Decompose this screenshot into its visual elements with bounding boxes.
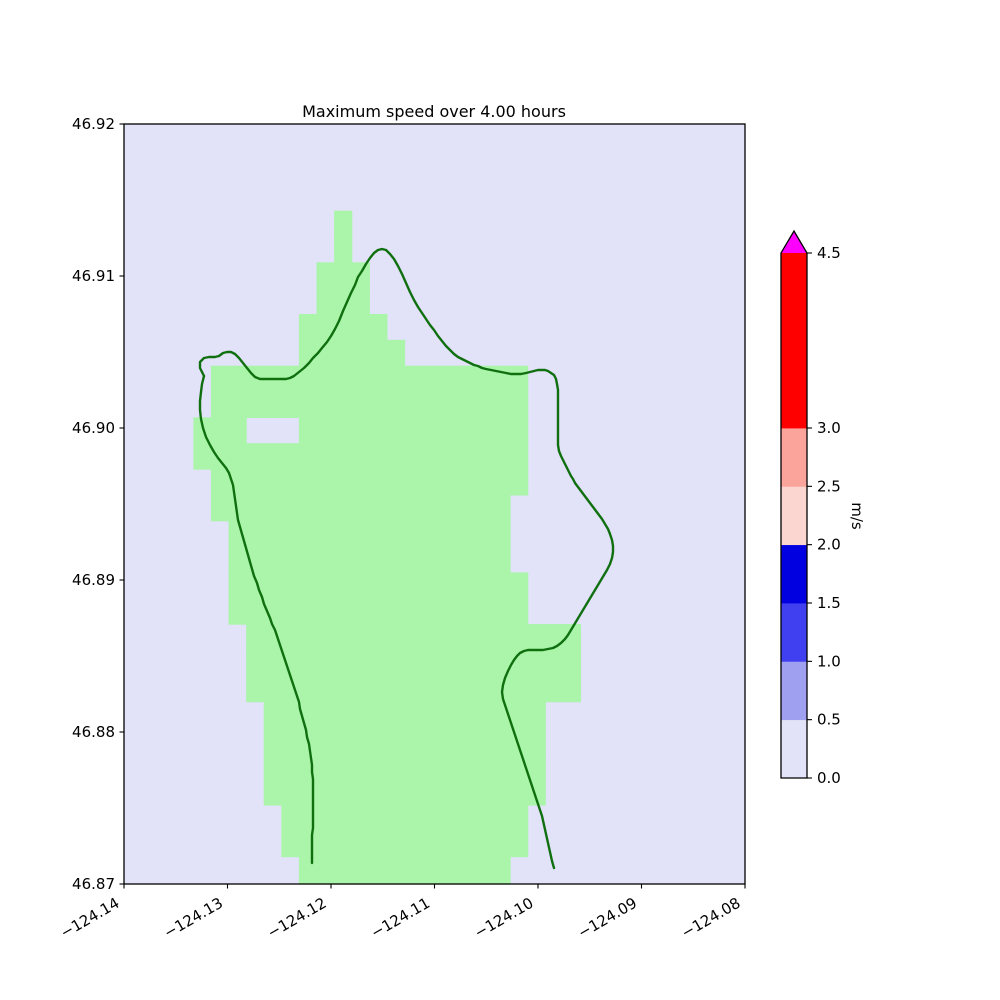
colorbar-tick-label: 0.0 <box>817 769 841 787</box>
colorbar-band <box>781 253 807 429</box>
x-tick-label: −124.12 <box>264 894 329 942</box>
raster-cell <box>246 649 582 703</box>
y-tick-label: 46.89 <box>72 571 115 589</box>
colorbar-outline <box>780 229 808 779</box>
raster-cell <box>210 469 529 496</box>
y-tick-label: 46.87 <box>72 875 115 893</box>
raster-cell <box>298 314 388 341</box>
x-tick-label: −124.11 <box>368 894 433 942</box>
raster-cell <box>210 494 511 522</box>
colorbar-unit-label: m/s <box>848 502 866 530</box>
y-tick-label: 46.91 <box>72 267 115 285</box>
colorbar-tick-label: 1.5 <box>817 594 841 612</box>
x-axis-ticks: −124.14 −124.13 −124.12 −124.11 −124.10 −124.… <box>57 884 746 942</box>
raster-cell <box>228 572 529 625</box>
colorbar-tick-label: 0.5 <box>817 711 841 729</box>
colorbar-band <box>781 544 807 604</box>
raster-cell <box>316 262 370 289</box>
shoreline-contour-west <box>198 374 315 865</box>
page-title: Maximum speed over 4.00 hours <box>302 102 566 121</box>
raster-cell <box>263 753 546 806</box>
raster-cell <box>263 701 546 754</box>
raster-cell <box>228 520 511 573</box>
raster-mask-layer <box>193 210 582 885</box>
y-tick-label: 46.90 <box>72 419 115 437</box>
colorbar-band <box>781 486 807 546</box>
colorbar-tick-label: 4.5 <box>817 244 841 262</box>
x-tick-label: −124.08 <box>678 894 743 942</box>
shoreline-contour <box>198 247 615 870</box>
raster-cell <box>334 210 353 238</box>
colorbar-ticks: 0.0 0.5 1.0 1.5 2.0 2.5 3.0 4.5 <box>807 244 841 787</box>
colorbar-tick-label: 1.0 <box>817 652 841 670</box>
raster-cell <box>281 804 529 858</box>
y-tick-label: 46.92 <box>72 115 115 133</box>
x-tick-label: −124.13 <box>161 894 226 942</box>
raster-cell <box>334 236 353 263</box>
colorbar-tick-label: 2.0 <box>817 536 841 554</box>
raster-cell <box>210 391 529 418</box>
colorbar: 0.0 0.5 1.0 1.5 2.0 2.5 3.0 4.5 m/s <box>780 229 866 787</box>
raster-cell <box>298 339 406 367</box>
raster-cell <box>298 856 511 885</box>
x-tick-label: −124.14 <box>57 894 122 942</box>
colorbar-band <box>781 661 807 721</box>
colorbar-tick-label: 2.5 <box>817 477 841 495</box>
x-tick-label: −124.09 <box>575 894 640 942</box>
raster-cell <box>193 443 529 470</box>
raster-cell <box>298 417 529 444</box>
colorbar-tick-label: 3.0 <box>817 419 841 437</box>
x-tick-label: −124.10 <box>471 894 536 942</box>
colorbar-bands <box>781 253 807 779</box>
colorbar-band <box>781 603 807 662</box>
raster-cell <box>246 624 582 651</box>
plot-area: −124.14 −124.13 −124.12 −124.11 −124.10 −124.… <box>57 115 746 942</box>
colorbar-band <box>781 428 807 487</box>
y-axis-ticks: 46.87 46.88 46.89 46.90 46.91 46.92 <box>72 115 124 893</box>
colorbar-extend-arrow <box>781 231 807 253</box>
y-tick-label: 46.88 <box>72 723 115 741</box>
colorbar-band <box>781 719 807 779</box>
